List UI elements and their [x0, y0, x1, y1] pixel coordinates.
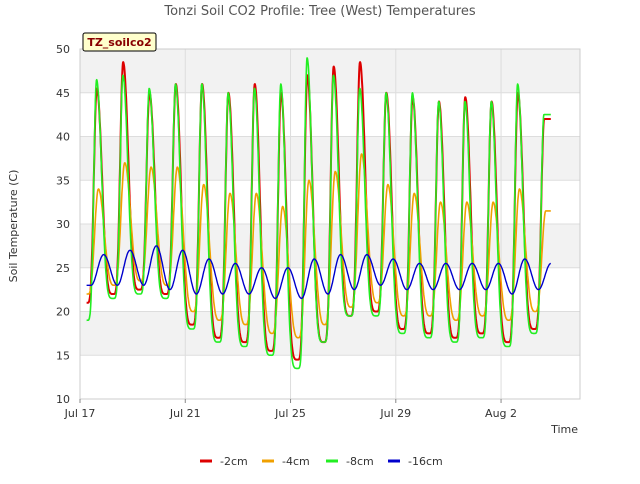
- y-tick-label: 30: [56, 218, 70, 231]
- y-axis-label: Soil Temperature (C): [7, 170, 20, 283]
- series-line-minus-8cm: [86, 57, 552, 370]
- y-tick-label: 15: [56, 349, 70, 362]
- chart-title: Tonzi Soil CO2 Profile: Tree (West) Temp…: [163, 4, 476, 19]
- legend-label: -2cm: [220, 455, 248, 468]
- y-tick-label: 45: [56, 87, 70, 100]
- y-tick-label: 25: [56, 262, 70, 275]
- x-tick-label: Jul 29: [379, 407, 411, 420]
- series-line-minus-16cm: [86, 245, 552, 300]
- x-axis-label: Time: [550, 423, 578, 436]
- legend-label: -4cm: [282, 455, 310, 468]
- x-tick-label: Aug 2: [485, 407, 517, 420]
- x-tick-label: Jul 21: [169, 407, 201, 420]
- background-band: [80, 311, 580, 356]
- x-axis: Jul 17 Jul 21 Jul 25 Jul 29 Aug 2: [64, 399, 517, 420]
- background-band: [80, 49, 580, 93]
- site-badge: TZ_soilco2: [82, 32, 157, 52]
- site-badge-label: TZ_soilco2: [87, 36, 151, 49]
- y-tick-label: 20: [56, 306, 70, 319]
- legend-label: -8cm: [346, 455, 374, 468]
- legend-label: -16cm: [408, 455, 443, 468]
- x-tick-label: Jul 17: [64, 407, 96, 420]
- y-axis: 10 15 20 25 30 35 40 45 50: [56, 43, 70, 406]
- site-badge-box: [82, 32, 157, 52]
- x-tick-label: Jul 25: [274, 407, 306, 420]
- y-tick-label: 35: [56, 174, 70, 187]
- plot-frame: [79, 48, 581, 400]
- y-tick-label: 40: [56, 131, 70, 144]
- series-line-minus-4cm: [86, 153, 552, 339]
- y-tick-label: 10: [56, 393, 70, 406]
- series-layer: [85, 57, 552, 370]
- y-tick-label: 50: [56, 43, 70, 56]
- legend: -2cm -4cm -8cm -16cm: [200, 455, 443, 468]
